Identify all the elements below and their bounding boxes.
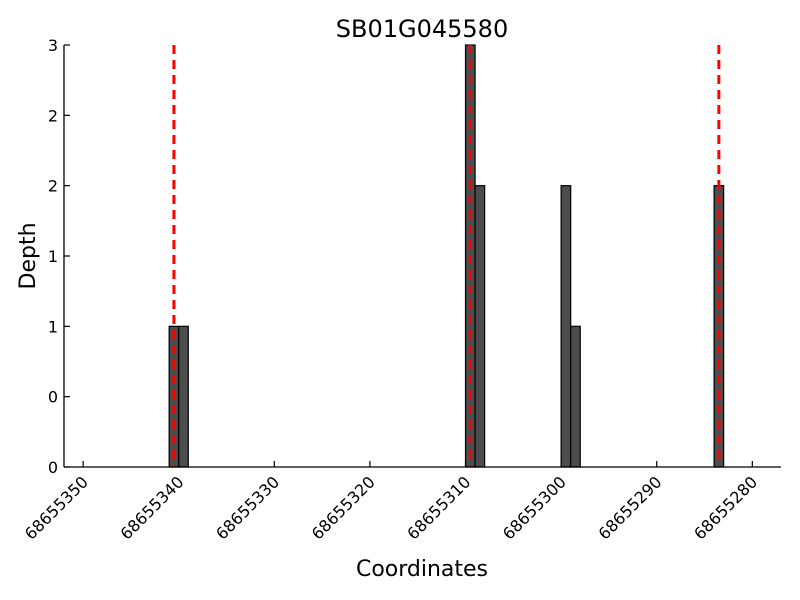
y-tick-label-1: 0 [48,388,58,407]
x-tick-label-5: 68655300 [499,472,570,543]
x-tick-label-3: 68655320 [308,472,379,543]
bar-1 [178,325,189,468]
bar-4 [560,185,572,468]
x-tick-label-4: 68655310 [403,472,474,543]
bars-layer [168,44,725,468]
chart-title: SB01G045580 [336,15,508,43]
y-tick-label-3: 1 [48,247,58,266]
x-tick-label-0: 68655350 [21,472,92,543]
y-tick-label-6: 3 [48,36,58,55]
x-tick-label-2: 68655330 [212,472,283,543]
y-tick-label-4: 2 [48,177,58,196]
y-tick-label-2: 1 [48,317,58,336]
y-tick-label-0: 0 [48,458,58,477]
x-tick-label-1: 68655340 [117,472,188,543]
y-axis-label: Depth [16,222,41,289]
x-axis-label: Coordinates [356,557,488,582]
x-tick-label-7: 68655280 [690,472,761,543]
y-tick-label-5: 2 [48,106,58,125]
bar-5 [570,325,581,468]
markers-layer [172,45,721,467]
bar-3 [474,185,486,468]
axes-layer: 0 0 1 1 2 2 3 68655350 68655340 68655330 68655320 6… [21,36,781,543]
x-tick-label-6: 68655290 [595,472,666,543]
